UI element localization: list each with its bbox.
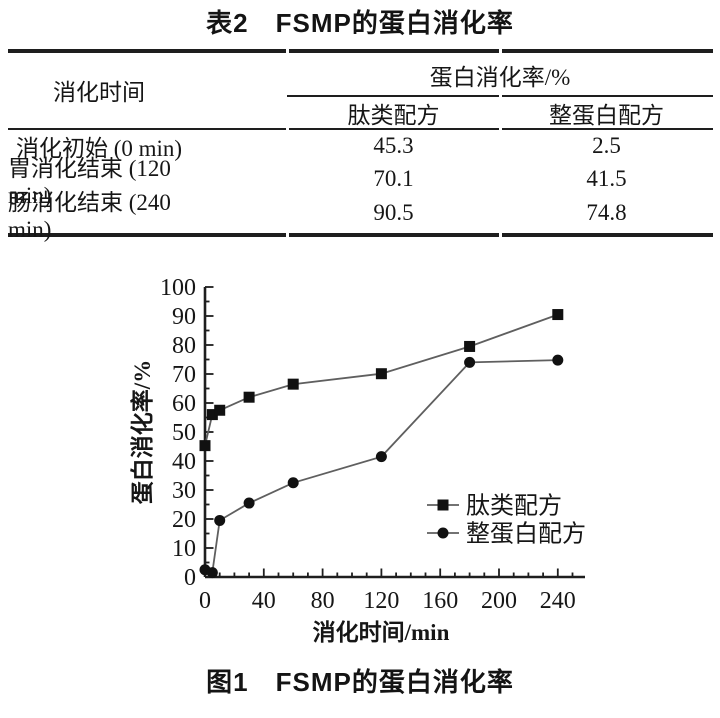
y-tick-label: 10 xyxy=(172,536,196,562)
x-tick-label: 80 xyxy=(311,588,335,614)
series-whole-protein-formula-line xyxy=(204,359,558,574)
series-peptide-formula-point xyxy=(214,404,226,416)
table-row-label: 消化初始 (0 min) xyxy=(15,135,183,161)
x-tick-label: 160 xyxy=(422,588,458,614)
series-peptide-formula-line xyxy=(204,313,559,446)
series-whole-protein-formula-point xyxy=(243,497,255,509)
series-whole-protein-formula-point xyxy=(552,354,564,366)
series-peptide-formula-point xyxy=(243,391,255,403)
figure-caption: 图1 FSMP的蛋白消化率 xyxy=(206,667,514,697)
series-peptide-formula-point xyxy=(206,409,218,421)
y-tick-label: 30 xyxy=(172,478,196,504)
series-peptide-formula-point xyxy=(287,378,299,390)
y-tick-label: 60 xyxy=(172,391,196,417)
table-cell-whole: 74.8 xyxy=(586,199,627,225)
table-row-label: 肠消化结束 (240 min) xyxy=(8,189,171,242)
y-tick-label: 20 xyxy=(172,507,196,533)
x-tick-label: 200 xyxy=(481,588,517,614)
y-tick-label: 50 xyxy=(172,420,196,446)
series-peptide-formula-point xyxy=(464,340,476,352)
y-tick-label: 0 xyxy=(184,565,196,591)
table-top-border xyxy=(8,49,713,53)
table-title: 表2 FSMP的蛋白消化率 xyxy=(206,8,514,38)
series-whole-protein-formula-point xyxy=(214,514,226,526)
y-tick-label: 90 xyxy=(172,304,196,330)
table-header-digestion-time: 消化时间 xyxy=(53,79,145,105)
series-peptide-formula-point xyxy=(375,368,387,380)
x-tick-label: 240 xyxy=(540,588,576,614)
series-peptide-formula-point xyxy=(199,440,211,452)
table-cell-peptide: 45.3 xyxy=(373,132,414,158)
series-whole-protein-formula-point xyxy=(287,477,299,489)
legend-label: 整蛋白配方 xyxy=(466,521,586,548)
x-tick-label: 0 xyxy=(199,588,211,614)
series-whole-protein-formula-point xyxy=(206,567,218,579)
x-tick-label: 120 xyxy=(363,588,399,614)
table-header-protein-digestibility: 蛋白消化率/% xyxy=(429,64,571,90)
table-cell-whole: 2.5 xyxy=(592,132,621,158)
series-peptide-formula-point xyxy=(552,309,564,321)
y-axis-title: 蛋白消化率/% xyxy=(129,360,155,504)
table-header-rule xyxy=(8,128,713,130)
table-bottom-border xyxy=(8,233,713,237)
y-tick-label: 70 xyxy=(172,362,196,388)
legend-marker-point xyxy=(437,527,449,539)
x-tick-label: 40 xyxy=(252,588,276,614)
table-cell-peptide: 70.1 xyxy=(373,165,414,191)
y-tick-label: 40 xyxy=(172,449,196,475)
table-cell-whole: 41.5 xyxy=(586,165,627,191)
series-whole-protein-formula-point xyxy=(375,451,387,463)
y-tick-label: 100 xyxy=(160,275,196,301)
y-tick-label: 80 xyxy=(172,333,196,359)
table-subheader-whole-protein-formula: 整蛋白配方 xyxy=(549,102,664,128)
table-subheader-rule xyxy=(287,95,713,97)
table-cell-peptide: 90.5 xyxy=(373,199,414,225)
table-subheader-peptide-formula: 肽类配方 xyxy=(347,102,440,128)
x-axis-title: 消化时间/min xyxy=(313,619,450,645)
legend-marker-point xyxy=(437,499,449,511)
legend-label: 肽类配方 xyxy=(466,493,562,520)
series-whole-protein-formula-point xyxy=(464,356,476,368)
